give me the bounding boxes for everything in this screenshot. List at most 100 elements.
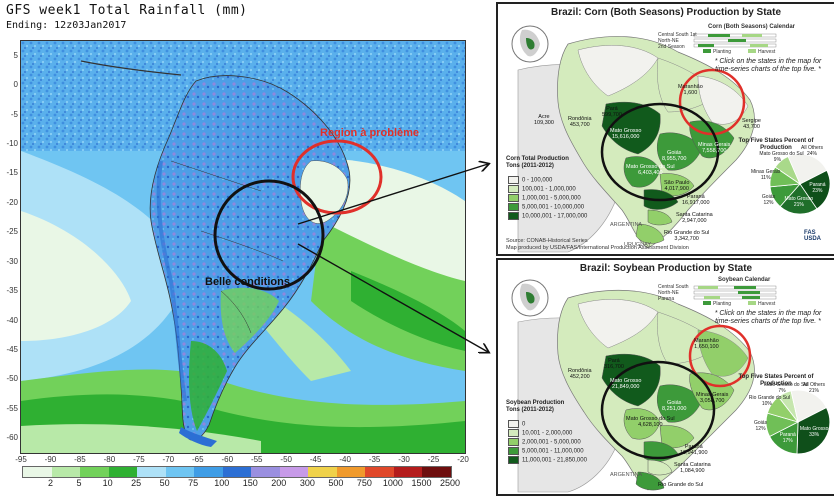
legend-swatch: [508, 185, 519, 193]
pie-slice-label: All Others 24%: [801, 144, 823, 157]
country-label: URUGUAY: [624, 242, 652, 248]
country-label: ARGENTINA: [610, 472, 643, 478]
soybean-calendar-row: Central South: [658, 284, 689, 290]
legend-item-label: 11,000,001 - 21,850,000: [522, 457, 587, 464]
legend-color-swatch: [251, 467, 280, 477]
legend-value-label: 500: [328, 478, 344, 488]
rainfall-map: [20, 40, 466, 454]
soybean-calendar-title: Soybean Calendar: [718, 277, 771, 283]
arrow-to-corn: [297, 164, 488, 225]
legend-color-swatch: [80, 467, 109, 477]
rainfall-map-panel: GFS week1 Total Rainfall (mm) Ending: 12…: [6, 3, 469, 488]
longitude-tick-label: -55: [250, 455, 263, 464]
state-label-mato-grosso-do-sul[interactable]: Mato Grosso do Sul 4,628,100: [626, 416, 675, 428]
legend-swatch: [508, 203, 519, 211]
corn-calendar-legend-harvest: Harvest: [758, 49, 776, 55]
state-label-minas-gerais[interactable]: Minas Gerais 3,058,700: [696, 392, 729, 404]
legend-item: 0: [508, 420, 525, 428]
pie-slice[interactable]: [787, 153, 828, 185]
state-label-sao-paulo[interactable]: São Paulo 4,017,900: [664, 180, 690, 192]
legend-color-swatch: [365, 467, 394, 477]
legend-color-swatch: [393, 467, 423, 477]
corn-calendar-row: North-NE: [658, 38, 679, 44]
state-label-para[interactable]: Pará 316,700: [604, 358, 624, 370]
soybean-calendar-legend-harvest: Harvest: [758, 301, 776, 307]
soybean-calendar-row: North-NE: [658, 290, 679, 296]
corn-click-note: * Click on the states in the map for tim…: [714, 58, 822, 73]
legend-value-label: 1000: [382, 478, 403, 488]
legend-item: 2,000,001 - 5,000,000: [508, 438, 581, 446]
longitude-tick-label: -45: [309, 455, 322, 464]
state-label-para[interactable]: Pará 599,700: [602, 106, 622, 118]
pie-slice-label: Goiás 12%: [754, 419, 768, 432]
map-title: GFS week1 Total Rainfall (mm): [6, 3, 248, 18]
latitude-tick-label: 0: [13, 80, 18, 90]
legend-value-label: 2500: [439, 478, 461, 488]
legend-color-swatch: [23, 467, 52, 477]
legend-item-label: 1,000,001 - 5,000,000: [522, 195, 581, 202]
longitude-tick-label: -85: [74, 455, 86, 464]
soybean-calendar-legend-planting: Planting: [713, 301, 732, 307]
pie-slice[interactable]: [790, 389, 827, 423]
legend-value-label: 2: [48, 478, 54, 488]
state-label-rondonia[interactable]: Rondônia 453,700: [568, 116, 592, 128]
pie-slice-label: Rio Grande do Sul 10%: [748, 394, 791, 407]
state-label-mato-grosso[interactable]: Mato Grosso 21,849,000: [610, 378, 642, 390]
state-label-parana[interactable]: Paraná 10,941,900: [680, 444, 708, 456]
legend-swatch: [508, 438, 519, 446]
soybean-map-graphic: [511, 279, 777, 493]
legend-item-label: 2,000,001 - 5,000,000: [522, 439, 581, 446]
state-label-goias[interactable]: Goiás 8,955,700: [662, 150, 687, 162]
state-label-maranhao[interactable]: Maranhão 1,650,100: [694, 338, 719, 350]
arrow-to-soybean: [297, 243, 488, 352]
state-label-rondonia[interactable]: Rondônia 452,200: [568, 368, 592, 380]
soybean-click-note: * Click on the states in the map for tim…: [714, 310, 822, 325]
legend-value-label: 150: [242, 478, 258, 488]
legend-swatch: [508, 447, 519, 455]
legend-value-label: 300: [299, 478, 315, 488]
state-label-maranhao[interactable]: Maranhão 1,600: [678, 84, 703, 96]
legend-value-label: 5: [76, 478, 82, 488]
legend-item-label: 10,001 - 2,000,000: [522, 430, 573, 437]
latitude-tick-label: -10: [6, 139, 18, 148]
corn-calendar-title: Corn (Both Seasons) Calendar: [708, 24, 796, 30]
legend-color-swatch: [422, 467, 451, 477]
legend-item-label: 0: [522, 421, 526, 428]
state-label-mato-grosso-do-sul[interactable]: Mato Grosso do Sul 6,403,400: [626, 164, 675, 176]
state-label-mato-grosso[interactable]: Mato Grosso 15,616,000: [610, 128, 642, 140]
legend-color-swatch: [165, 467, 195, 477]
state-label-sergipe[interactable]: Sergipe 43,700: [742, 118, 761, 130]
latitude-tick-label: -55: [6, 403, 18, 413]
legend-item: 100,001 - 1,000,000: [508, 185, 576, 193]
state-label-parana[interactable]: Paraná 16,917,000: [682, 194, 710, 206]
state-label-santa-catarina[interactable]: Santa Catarina 2,947,000: [676, 212, 713, 224]
pie-slice-label: Mato Grosso 21%: [784, 195, 814, 208]
legend-value-label: 25: [131, 478, 142, 488]
state-label-santa-catarina[interactable]: Santa Catarina 1,084,900: [674, 462, 711, 474]
legend-item-label: 5,000,001 - 10,000,000: [522, 204, 585, 211]
pie-slice[interactable]: [779, 183, 818, 215]
corn-pie-chart[interactable]: [768, 152, 832, 216]
state-label-goias[interactable]: Goiás 8,251,000: [662, 400, 687, 412]
pie-slice-label: Paraná 23%: [809, 182, 826, 195]
soybean-pie-chart[interactable]: [764, 388, 832, 456]
good-conditions-annotation: Belle conditions: [205, 276, 290, 288]
pie-slice-label: Mato Grosso 33%: [799, 426, 829, 439]
latitude-tick-label: -15: [6, 168, 18, 178]
pie-slice-label: Minas Gerais 11%: [750, 169, 781, 182]
state-label-minas-gerais[interactable]: Minas Gerais 7,558,700: [698, 142, 731, 154]
longitude-tick-label: -90: [44, 455, 57, 464]
longitude-tick-label: -70: [162, 455, 175, 464]
legend-item-label: 100,001 - 1,000,000: [522, 186, 576, 193]
state-label-acre[interactable]: Acre 109,300: [534, 114, 554, 126]
legend-item: 11,000,001 - 21,850,000: [508, 456, 587, 464]
state-label-rio-grande-do-sul[interactable]: Rio Grande do Sul 3,342,700: [664, 230, 710, 242]
legend-value-label: 50: [159, 478, 170, 488]
pie-slice[interactable]: [799, 169, 831, 210]
pie-slice[interactable]: [796, 406, 831, 455]
soybean-legend-title: Soybean Production Tons (2011-2012): [506, 400, 565, 413]
legend-item: 10,001 - 2,000,000: [508, 429, 572, 437]
legend-swatch: [508, 212, 519, 220]
state-label-rio-grande-do-sul[interactable]: Rio Grande do Sul: [658, 482, 704, 488]
